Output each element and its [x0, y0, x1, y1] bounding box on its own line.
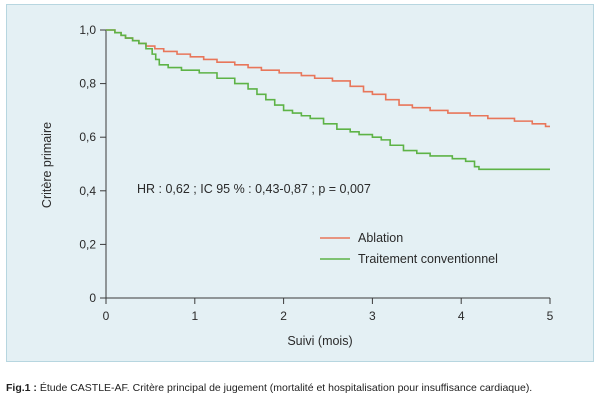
- legend: Ablation Traitement conventionnel: [320, 231, 498, 266]
- x-tick-label: 5: [547, 309, 554, 323]
- caption-text: Étude CASTLE-AF. Critère principal de ju…: [36, 382, 533, 394]
- y-tick-label: 0,4: [79, 184, 96, 198]
- y-tick-label: 1,0: [79, 23, 96, 37]
- y-tick-label: 0,2: [79, 237, 96, 251]
- figure-panel: [6, 4, 594, 362]
- survival-chart: 0 0,2 0,4 0,6 0,8 1,0 0 1 2 3 4 5 HR : 0,62 ; IC 95…: [40, 23, 554, 348]
- y-axis-title: Critère primaire: [40, 122, 54, 208]
- x-tick-label: 3: [369, 309, 376, 323]
- hazard-ratio-annotation: HR : 0,62 ; IC 95 % : 0,43-0,87 ; p = 0,…: [137, 182, 371, 196]
- chart-axes: 0 0,2 0,4 0,6 0,8 1,0 0 1 2 3 4 5: [79, 23, 553, 323]
- chart-series: [106, 29, 550, 171]
- y-tick-label: 0,8: [79, 77, 96, 91]
- x-tick-label: 2: [280, 309, 287, 323]
- y-tick-label: 0: [89, 291, 96, 305]
- series-line-traitement-conventionnel: [106, 29, 550, 171]
- figure-caption: Fig.1 : Étude CASTLE-AF. Critère princip…: [6, 382, 600, 394]
- x-axis-title: Suivi (mois): [287, 334, 352, 348]
- legend-label-ablation: Ablation: [358, 231, 403, 245]
- x-tick-label: 4: [458, 309, 465, 323]
- y-tick-label: 0,6: [79, 130, 96, 144]
- series-line-ablation: [106, 29, 550, 128]
- x-tick-label: 0: [103, 309, 110, 323]
- caption-figure-number: Fig.1 :: [6, 382, 37, 394]
- legend-label-traitement-conventionnel: Traitement conventionnel: [358, 252, 498, 266]
- x-tick-label: 1: [191, 309, 198, 323]
